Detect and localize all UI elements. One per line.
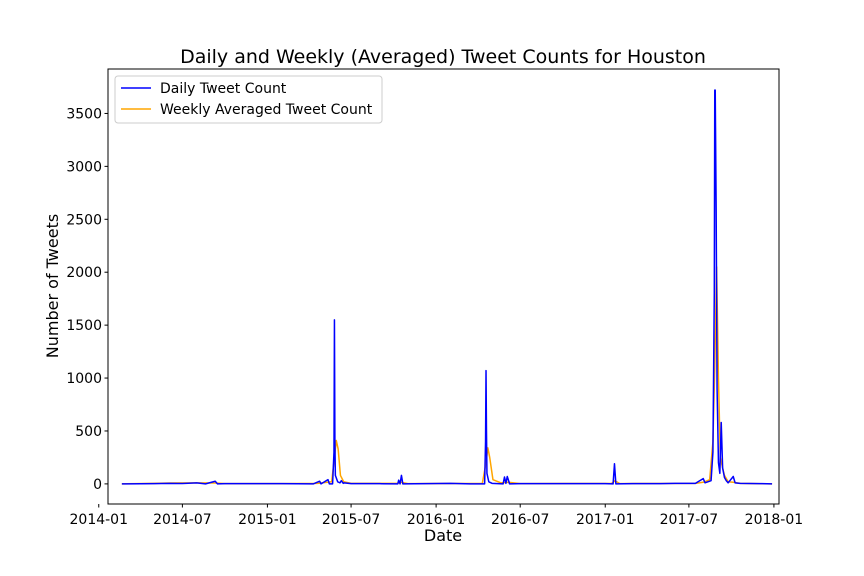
y-tick-label: 1500: [66, 318, 102, 334]
series-line-daily: [121, 89, 773, 485]
y-tick-label: 500: [75, 424, 102, 440]
x-axis-ticks: 2014-01 2014-07 2015-01 2015-07 2016-01 2016-…: [70, 504, 804, 528]
x-tick-label: 2018-01: [745, 512, 804, 528]
x-tick-label: 2014-07: [153, 512, 212, 528]
x-axis-label: Date: [424, 526, 462, 545]
x-tick-label: 2016-01: [407, 512, 466, 528]
y-tick-label: 0: [93, 477, 102, 493]
x-tick-label: 2015-07: [322, 512, 381, 528]
legend-label-daily: Daily Tweet Count: [160, 81, 287, 97]
y-tick-label: 2000: [66, 265, 102, 281]
legend: Daily Tweet Count Weekly Averaged Tweet …: [114, 75, 383, 124]
x-tick-label: 2017-01: [576, 512, 635, 528]
x-tick-label: 2015-01: [238, 512, 297, 528]
series-line-weekly: [121, 266, 773, 485]
series-lines: [121, 89, 773, 485]
x-tick-label: 2014-01: [70, 512, 129, 528]
y-tick-label: 1000: [66, 371, 102, 387]
y-axis-label: Number of Tweets: [43, 214, 62, 358]
y-tick-label: 3000: [66, 159, 102, 175]
x-tick-label: 2017-07: [660, 512, 719, 528]
y-tick-label: 2500: [66, 212, 102, 228]
legend-label-weekly: Weekly Averaged Tweet Count: [160, 102, 373, 118]
y-tick-label: 3500: [66, 106, 102, 122]
y-axis-ticks: 0 500 1000 1500 2000 2500 3000 3500: [66, 106, 108, 493]
legend-box: [114, 75, 383, 124]
plot-area: [108, 69, 779, 504]
x-tick-label: 2016-07: [491, 512, 550, 528]
chart-title: Daily and Weekly (Averaged) Tweet Counts…: [180, 46, 706, 68]
plot-frame: [107, 68, 780, 505]
